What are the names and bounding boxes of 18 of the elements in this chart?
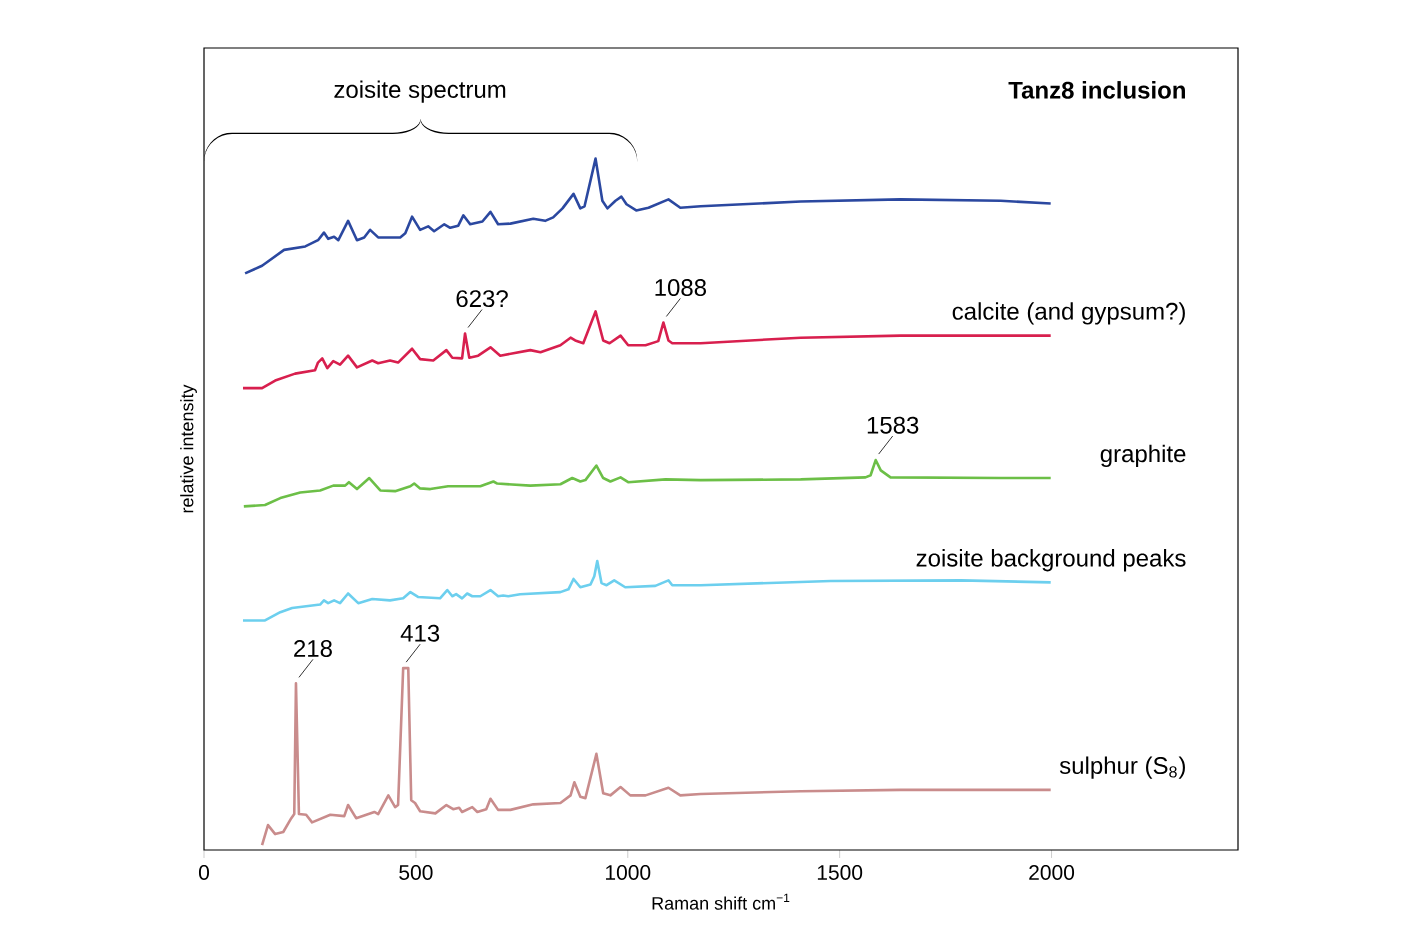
- annotation: 623?: [456, 290, 508, 308]
- x-tick-label: 500: [399, 865, 433, 880]
- annotation: 218: [294, 639, 332, 657]
- annotation: 1088: [655, 279, 706, 297]
- x-tick-label: 1000: [606, 865, 651, 880]
- series-label: calcite (and gypsum?): [952, 302, 1185, 325]
- text: graphite: [1100, 444, 1186, 468]
- chart-title: Tanz8 inclusion: [1008, 81, 1185, 99]
- x-tick-label: 2000: [1029, 865, 1075, 880]
- x-axis-title: Raman shift cm$^{−1}$: [652, 893, 790, 910]
- series-label: sulphur (S$_{8}$): [1059, 756, 1185, 779]
- text: zoisite spectrum: [334, 80, 506, 103]
- y-axis-title: relative intensity: [180, 384, 197, 513]
- x-tick-label: 1500: [817, 865, 863, 880]
- series-label: zoisite background peaks: [916, 549, 1186, 572]
- annotation: 413: [400, 624, 440, 642]
- x-tick-label: 0: [198, 865, 210, 880]
- annotation: 1583: [867, 416, 919, 434]
